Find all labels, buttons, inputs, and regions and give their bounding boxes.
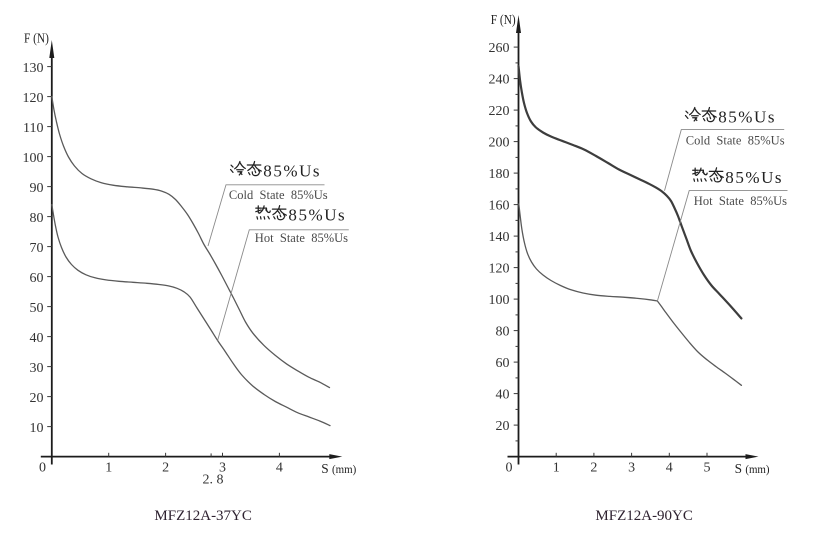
svg-text:85%Us: 85%Us — [718, 108, 776, 127]
svg-text:3: 3 — [628, 461, 635, 476]
svg-text:40: 40 — [496, 387, 510, 402]
svg-text:140: 140 — [489, 230, 510, 245]
svg-text:130: 130 — [23, 61, 44, 76]
svg-text:Hot State 85%Us: Hot State 85%Us — [255, 231, 348, 245]
svg-text:20: 20 — [496, 419, 510, 434]
svg-text:80: 80 — [30, 211, 44, 226]
svg-text:1: 1 — [553, 461, 560, 476]
svg-text:240: 240 — [489, 72, 510, 87]
svg-text:260: 260 — [489, 41, 510, 56]
svg-text:120: 120 — [489, 261, 510, 276]
svg-text:MFZ12A-90YC: MFZ12A-90YC — [595, 508, 693, 524]
svg-text:3: 3 — [219, 461, 226, 476]
svg-text:Cold State 85%Us: Cold State 85%Us — [229, 188, 328, 202]
svg-text:70: 70 — [30, 241, 44, 256]
svg-text:220: 220 — [489, 104, 510, 119]
svg-text:40: 40 — [30, 331, 44, 346]
svg-text:90: 90 — [30, 181, 44, 196]
svg-text:4: 4 — [666, 461, 673, 476]
svg-text:10: 10 — [30, 421, 44, 436]
svg-text:80: 80 — [496, 324, 510, 339]
svg-text:2: 2 — [590, 461, 597, 476]
svg-text:120: 120 — [23, 91, 44, 106]
svg-text:30: 30 — [30, 361, 44, 376]
svg-text:1: 1 — [105, 461, 112, 476]
svg-text:Cold State 85%Us: Cold State 85%Us — [686, 133, 785, 147]
svg-text:160: 160 — [489, 198, 510, 213]
svg-text:5: 5 — [704, 461, 711, 476]
svg-text:85%Us: 85%Us — [288, 206, 346, 225]
svg-text:0: 0 — [39, 461, 46, 476]
svg-text:180: 180 — [489, 167, 510, 182]
svg-text:100: 100 — [23, 151, 44, 166]
svg-text:0: 0 — [506, 461, 513, 476]
svg-text:2: 2 — [162, 461, 169, 476]
svg-text:MFZ12A-37YC: MFZ12A-37YC — [154, 508, 252, 524]
svg-text:60: 60 — [496, 356, 510, 371]
svg-text:100: 100 — [489, 293, 510, 308]
svg-text:50: 50 — [30, 301, 44, 316]
svg-text:F (N): F (N) — [491, 12, 516, 27]
svg-text:110: 110 — [23, 121, 43, 136]
svg-text:85%Us: 85%Us — [725, 168, 783, 187]
svg-text:60: 60 — [30, 271, 44, 286]
svg-text:2. 8: 2. 8 — [203, 473, 224, 488]
svg-text:S (mm): S (mm) — [321, 460, 356, 475]
svg-text:S (mm): S (mm) — [735, 460, 770, 475]
svg-text:200: 200 — [489, 135, 510, 150]
svg-text:4: 4 — [276, 461, 283, 476]
svg-text:Hot State 85%Us: Hot State 85%Us — [694, 194, 787, 208]
svg-text:20: 20 — [30, 391, 44, 406]
svg-text:85%Us: 85%Us — [263, 162, 321, 181]
svg-text:F (N): F (N) — [24, 31, 49, 46]
